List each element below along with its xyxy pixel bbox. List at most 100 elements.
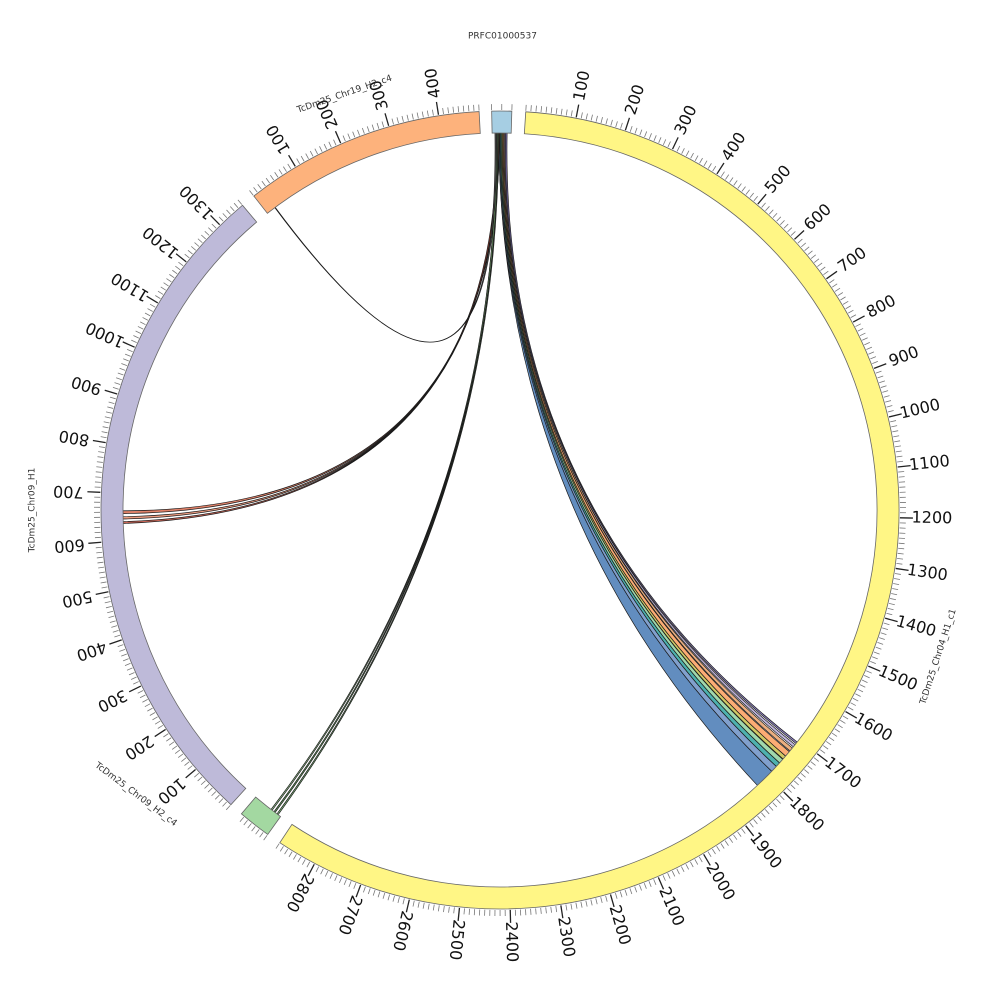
tick-chr04-2630: [392, 895, 395, 902]
tick-chr04-590: [790, 231, 796, 236]
tick-label-chr04-1600: 1600: [851, 708, 896, 745]
tick-chr19-450: [462, 105, 465, 112]
tick-chr04-2600: [405, 899, 410, 913]
tick-chr04-370: [703, 160, 708, 167]
link-prfc-chr04-4: [501, 132, 787, 760]
tick-chr04-650: [810, 254, 816, 259]
link-prfc-chr04-2: [499, 132, 781, 767]
tick-chr04-2700: [355, 884, 362, 898]
tick-chr09-450: [108, 615, 115, 619]
tick-chr04-2240: [590, 899, 593, 906]
tick-label-chr09-600: 600: [53, 535, 85, 556]
tick-chr04-1830: [772, 802, 778, 808]
tick-chr09-820: [101, 431, 108, 434]
tick-chr09-1180: [175, 265, 181, 271]
tick-label-chr04-900: 900: [886, 342, 921, 371]
tick-chr04-690: [823, 270, 829, 276]
tick-chr09-870: [107, 406, 114, 409]
tick-chr04-520: [765, 206, 770, 212]
tick-chr09-920: [114, 382, 121, 385]
tick-chr09-1040: [137, 326, 144, 330]
tick-chr09-420: [112, 630, 119, 633]
tick-chr04-630: [804, 246, 810, 252]
link-prfc-chr09c4-12: [276, 132, 499, 816]
tick-label-chr09-100: 100: [154, 774, 190, 808]
tick-chr04-2850: [288, 851, 293, 858]
tick-chr04-1270: [897, 552, 904, 555]
tick-chr04-2190: [614, 892, 618, 899]
tick-chr09c4-30: [251, 826, 256, 832]
tick-label-chr04-700: 700: [834, 243, 870, 276]
tick-chr09-260: [144, 703, 151, 708]
tick-chr04-2210: [605, 895, 608, 902]
tick-chr04-830: [859, 332, 866, 337]
tick-chr04-2540: [437, 905, 440, 912]
tick-chr04-820: [857, 328, 864, 332]
tick-chr04-960: [883, 395, 890, 398]
tick-chr04-260: [653, 135, 657, 141]
tick-chr09-1210: [184, 253, 190, 259]
tick-chr04-580: [787, 227, 793, 233]
tick-chr04-2550: [432, 904, 435, 911]
tick-label-chr04-800: 800: [863, 291, 899, 322]
tick-chr19-170: [323, 143, 328, 150]
tick-chr19-90: [287, 163, 292, 170]
tick-chr09-270: [142, 699, 148, 703]
tick-chr09-580: [96, 551, 103, 554]
tick-label-chr09-400: 400: [74, 637, 109, 665]
tick-label-chr04-300: 300: [670, 102, 700, 138]
tick-chr04-120: [585, 113, 588, 120]
tick-chr09-1230: [190, 246, 197, 251]
tick-label-chr04-2000: 2000: [702, 859, 739, 904]
tick-chr04-1860: [761, 812, 766, 818]
tick-chr04-2270: [575, 902, 578, 909]
tick-chr09-330: [128, 672, 135, 676]
tick-chr09-360: [122, 658, 129, 662]
tick-chr04-2820: [302, 859, 306, 865]
tick-chr04-1720: [810, 761, 816, 766]
tick-chr19-150: [314, 148, 318, 155]
tick-chr04-2260: [580, 901, 583, 908]
tick-chr09-0: [225, 805, 231, 811]
tick-chr19-420: [447, 107, 449, 114]
tick-chr09-560: [97, 561, 104, 564]
tick-chr04-1990: [707, 851, 712, 857]
tick-chr04-330: [685, 150, 690, 157]
tick-label-chr04-1200: 1200: [911, 508, 952, 528]
tick-chr09-600: [88, 541, 102, 544]
tick-chr09-860: [105, 411, 112, 414]
tick-chr04-1020: [891, 425, 898, 428]
tick-chr04-1350: [891, 593, 898, 596]
link-prfc-chr04-5: [502, 132, 790, 757]
tick-chr04-760: [842, 300, 849, 305]
tick-chr09-230: [152, 716, 158, 721]
tick-chr09-1020: [133, 335, 139, 339]
tick-chr04-160: [605, 118, 608, 125]
tick-chr04-140: [595, 115, 598, 122]
tick-chr04-2790: [315, 866, 320, 873]
tick-chr19-20: [257, 183, 262, 190]
tick-chr04-410: [720, 171, 725, 177]
tick-chr04-500: [757, 193, 767, 205]
tick-chr19-260: [366, 126, 370, 133]
tick-chr04-470: [745, 189, 750, 195]
tick-chr04-2730: [343, 879, 347, 886]
tick-label-chr04-1300: 1300: [906, 560, 949, 585]
tick-label-chr09-1000: 1000: [83, 318, 128, 352]
tick-chr09-410: [114, 634, 121, 638]
tick-chr09-1050: [140, 321, 146, 326]
tick-label-chr04-100: 100: [569, 69, 593, 103]
segment-chr04: [279, 111, 900, 910]
tick-chr04-2880: [275, 843, 280, 849]
tick-chr04-1510: [866, 670, 872, 674]
tick-chr04-1980: [711, 848, 716, 855]
segment-label-prfc: PRFC01000537: [468, 32, 537, 42]
tick-chr04-2590: [412, 900, 415, 907]
tick-chr04-1870: [757, 815, 762, 821]
tick-chr09-430: [111, 625, 118, 628]
tick-chr04-360: [699, 157, 703, 164]
tick-chr04-230: [639, 129, 643, 136]
tick-chr04-80: [565, 109, 568, 116]
tick-chr04-1320: [894, 578, 901, 580]
